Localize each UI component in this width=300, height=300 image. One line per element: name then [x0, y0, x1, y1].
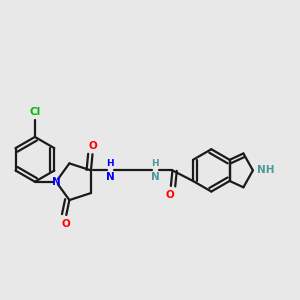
Text: H: H	[106, 159, 114, 168]
Text: O: O	[166, 190, 175, 200]
Text: H: H	[152, 159, 159, 168]
Text: NH: NH	[256, 165, 274, 176]
Text: Cl: Cl	[29, 107, 40, 117]
Text: O: O	[89, 141, 98, 151]
Text: N: N	[52, 177, 60, 187]
Text: O: O	[62, 219, 71, 229]
Text: N: N	[106, 172, 115, 182]
Text: N: N	[151, 172, 160, 182]
